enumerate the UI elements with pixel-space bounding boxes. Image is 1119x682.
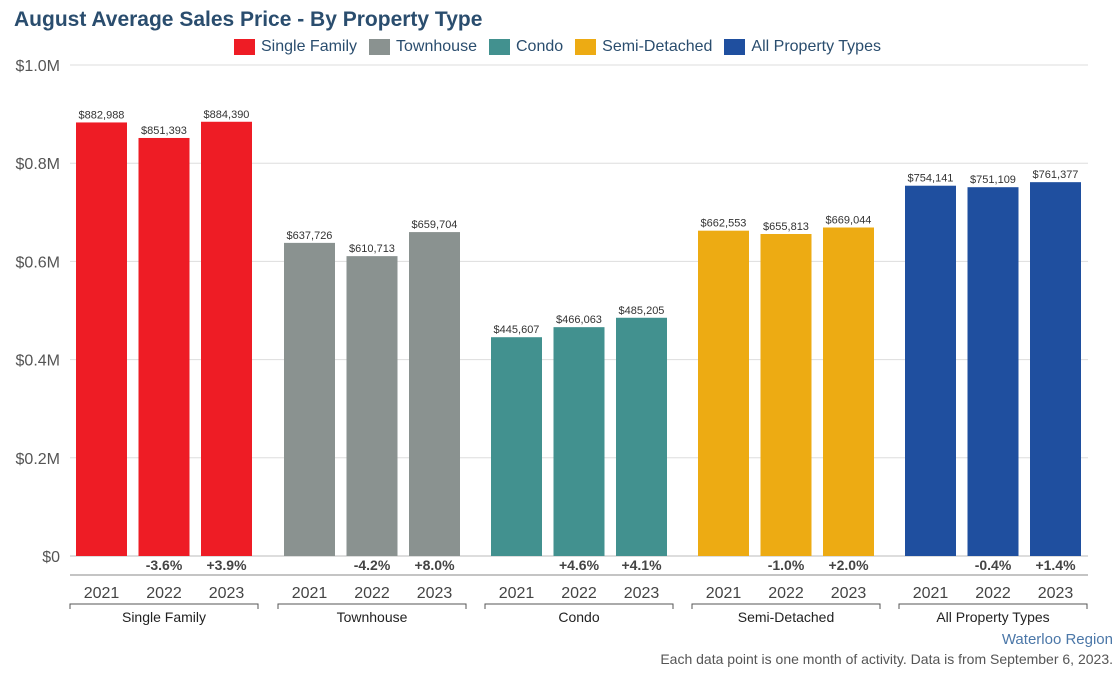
data-label: $851,393	[141, 125, 187, 137]
x-tick-label: 2022	[561, 585, 597, 602]
data-label: $884,390	[204, 109, 250, 121]
change-label: -3.6%	[146, 557, 183, 573]
bar[interactable]	[491, 337, 542, 556]
bar[interactable]	[967, 187, 1019, 556]
legend-item-condo[interactable]: Condo	[488, 38, 564, 56]
change-label: +8.0%	[414, 557, 455, 573]
data-label: $466,063	[556, 314, 602, 326]
group-label: Townhouse	[337, 609, 408, 625]
bar[interactable]	[616, 317, 667, 556]
data-label: $662,553	[701, 218, 747, 230]
bar[interactable]	[905, 185, 956, 556]
legend-swatch	[575, 39, 597, 55]
x-tick-label: 2022	[975, 585, 1011, 602]
change-label: +1.4%	[1035, 557, 1076, 573]
data-label: $485,205	[619, 305, 665, 317]
change-label: +4.1%	[621, 557, 662, 573]
y-tick-label: $0.4M	[16, 353, 60, 370]
region-label: Waterloo Region	[1001, 631, 1113, 648]
data-label: $637,726	[287, 230, 333, 242]
data-label: $655,813	[763, 221, 809, 233]
data-note: Each data point is one month of activity…	[660, 651, 1113, 667]
x-tick-label: 2021	[706, 585, 742, 602]
group-bracket	[484, 603, 674, 609]
group-label: Single Family	[122, 609, 206, 625]
data-label: $761,377	[1033, 169, 1079, 181]
legend-item-all-property-types[interactable]: All Property Types	[724, 38, 881, 56]
data-label: $669,044	[826, 214, 872, 226]
y-tick-label: $0.2M	[16, 451, 60, 468]
y-tick-label: $0.6M	[16, 254, 60, 271]
group-bracket	[898, 603, 1088, 609]
data-label: $610,713	[349, 243, 395, 255]
bar[interactable]	[760, 233, 812, 556]
legend-swatch	[488, 39, 510, 55]
chart-title: August Average Sales Price - By Property…	[14, 8, 483, 31]
x-tick-label: 2021	[499, 585, 535, 602]
legend-swatch	[724, 39, 746, 55]
legend-swatch	[369, 39, 391, 55]
legend-label: All Property Types	[751, 38, 881, 55]
change-label: +4.6%	[559, 557, 600, 573]
x-tick-label: 2022	[146, 585, 182, 602]
x-tick-label: 2022	[354, 585, 390, 602]
group-label: All Property Types	[936, 609, 1049, 625]
bar[interactable]	[201, 121, 252, 556]
group-label: Condo	[558, 609, 599, 625]
bar[interactable]	[698, 230, 749, 557]
data-label: $754,141	[908, 173, 954, 185]
legend-item-single-family[interactable]: Single Family	[234, 38, 357, 56]
y-tick-label: $0	[42, 549, 60, 566]
x-tick-label: 2021	[292, 585, 328, 602]
y-tick-label: $0.8M	[16, 156, 60, 173]
data-label: $882,988	[79, 109, 125, 121]
x-tick-label: 2022	[768, 585, 804, 602]
bar[interactable]	[409, 232, 460, 557]
legend-item-semi-detached[interactable]: Semi-Detached	[575, 38, 712, 56]
bar[interactable]	[1030, 182, 1081, 557]
change-label: +2.0%	[828, 557, 869, 573]
change-label: -1.0%	[768, 557, 805, 573]
group-label: Semi-Detached	[738, 609, 835, 625]
x-tick-label: 2021	[84, 585, 120, 602]
y-tick-label: $1.0M	[16, 58, 60, 75]
data-label: $659,704	[412, 219, 458, 231]
legend-item-townhouse[interactable]: Townhouse	[369, 38, 477, 56]
x-tick-label: 2023	[417, 585, 453, 602]
bar[interactable]	[138, 137, 190, 556]
x-tick-label: 2023	[831, 585, 867, 602]
legend-label: Condo	[515, 38, 564, 55]
legend-label: Single Family	[261, 38, 358, 55]
x-tick-label: 2023	[1038, 585, 1074, 602]
x-tick-label: 2023	[624, 585, 660, 602]
legend-label: Townhouse	[396, 38, 477, 55]
change-label: -4.2%	[354, 557, 391, 573]
x-tick-label: 2023	[209, 585, 245, 602]
group-bracket	[691, 603, 881, 609]
data-label: $751,109	[970, 174, 1016, 186]
change-label: -0.4%	[975, 557, 1012, 573]
legend-label: Semi-Detached	[602, 38, 713, 55]
group-bracket	[277, 603, 467, 609]
change-label: +3.9%	[206, 557, 247, 573]
bar-chart: $0 $0.2M $0.4M $0.6M $0.8M $1.0M $882,988 2021 $…	[16, 58, 1088, 625]
bar[interactable]	[76, 122, 127, 557]
bar[interactable]	[284, 242, 335, 557]
bar[interactable]	[346, 256, 398, 556]
data-label: $445,607	[494, 324, 540, 336]
x-tick-label: 2021	[913, 585, 949, 602]
group-bracket	[69, 603, 259, 609]
bar[interactable]	[553, 327, 605, 556]
legend-swatch	[234, 39, 255, 55]
chart-legend: Single Family Townhouse Condo Semi-Detac…	[234, 38, 881, 56]
bar[interactable]	[823, 227, 874, 556]
